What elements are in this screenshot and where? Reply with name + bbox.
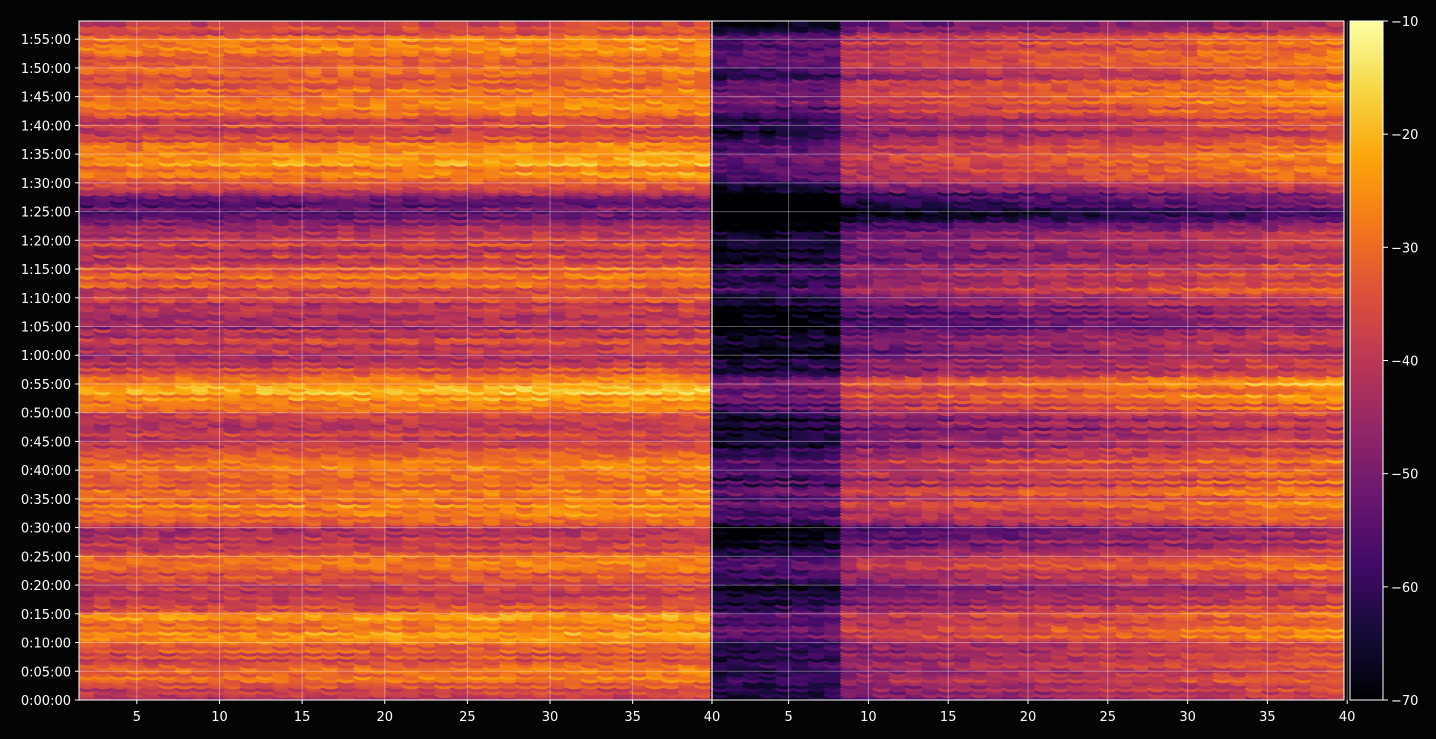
heatmap-cells [79, 21, 1344, 700]
